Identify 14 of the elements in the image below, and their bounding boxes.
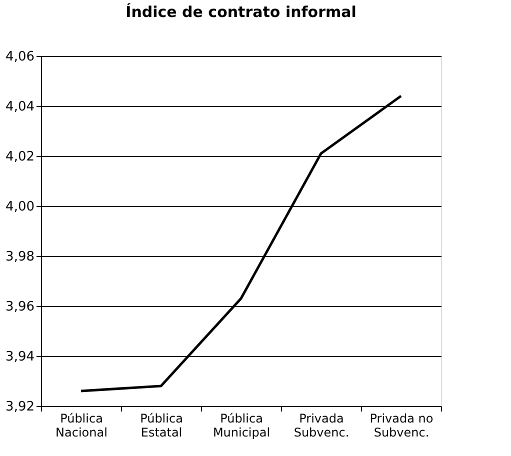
x-tick-label: Privada no Subvenc. [370, 412, 434, 440]
y-tick-label: 3,94 [6, 350, 34, 364]
y-tick-label: 4,06 [6, 50, 34, 64]
y-tick-label: 4,04 [6, 100, 34, 114]
x-tick-label: Pública Estatal [140, 412, 183, 440]
y-tick-label: 3,98 [6, 250, 34, 264]
y-tick-label: 4,02 [6, 150, 34, 164]
y-tick-label: 3,96 [6, 300, 34, 314]
x-tick-label: Privada Subvenc. [294, 412, 350, 440]
chart-title: Índice de contrato informal [126, 3, 356, 21]
x-tick-label: Pública Nacional [56, 412, 108, 440]
y-tick-label: 3,92 [6, 400, 34, 414]
x-tick-label: Pública Municipal [212, 412, 270, 440]
y-tick-label: 4,00 [6, 200, 34, 214]
